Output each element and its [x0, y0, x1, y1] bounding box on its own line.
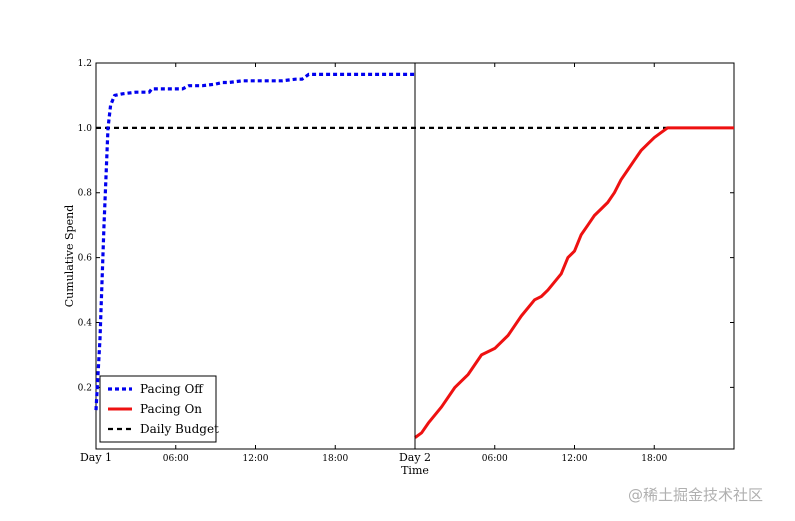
y-tick-label: 0.4 [78, 318, 93, 328]
legend-label: Pacing Off [140, 382, 204, 396]
y-tick-label: 1.0 [78, 124, 93, 134]
x-tick-label: Day 2 [399, 451, 431, 464]
x-tick-label: 06:00 [163, 454, 189, 464]
y-tick-label: 0.8 [78, 189, 93, 199]
legend-items: Pacing Off Pacing On Daily Budget [108, 382, 219, 436]
x-tick-label: 18:00 [322, 454, 348, 464]
watermark: @稀土掘金技术社区 [628, 486, 763, 504]
x-tick-label: 06:00 [482, 454, 508, 464]
x-tick-label: 12:00 [243, 454, 269, 464]
series-line-pacing-off [94, 72, 415, 411]
y-tick-label: 0.6 [78, 254, 93, 264]
x-tick-label: 12:00 [562, 454, 588, 464]
y-axis-title: Cumulative Spend [63, 205, 76, 307]
x-tick-label: 18:00 [641, 454, 667, 464]
legend-label: Daily Budget [140, 422, 219, 436]
legend: Pacing Off Pacing On Daily Budget [99, 375, 219, 443]
x-axis-title: Time [401, 464, 429, 477]
series-line-pacing-on [414, 126, 734, 439]
legend-label: Pacing On [140, 402, 202, 416]
x-tick-label: Day 1 [80, 451, 112, 464]
axis-ticks: 0.2 0.4 0.6 0.8 1.0 1.2 Day 1 06:00 12:00 18:00 Da… [78, 59, 734, 464]
y-tick-label: 1.2 [78, 59, 92, 69]
y-tick-label: 0.2 [78, 383, 92, 393]
